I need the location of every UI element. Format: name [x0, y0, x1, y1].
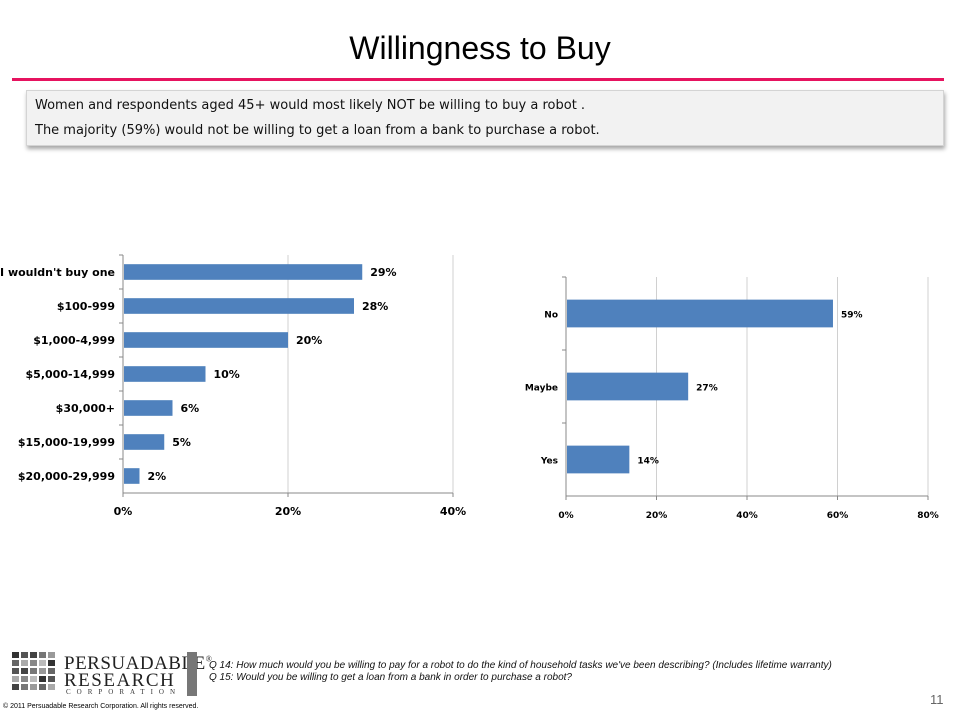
price-bar: [124, 298, 354, 314]
logo-square: [21, 668, 28, 674]
loan-x-tick-label: 80%: [917, 511, 939, 521]
loan-x-tick-label: 40%: [736, 511, 758, 521]
logo-square: [30, 652, 37, 658]
price-data-label: 6%: [181, 402, 200, 415]
logo-square: [21, 652, 28, 658]
logo-square: [39, 676, 46, 682]
logo-square: [30, 676, 37, 682]
price-data-label: 2%: [148, 470, 167, 483]
slide-title: Willingness to Buy: [349, 30, 611, 66]
logo-grid-icon: [12, 652, 55, 690]
logo-square: [39, 684, 46, 690]
price-category-label: $15,000-19,999: [18, 436, 115, 449]
price-data-label: 28%: [362, 300, 388, 313]
price-willingness-chart: 0% 20% 40% I wouldn't buy one 29% $100-999 28%…: [0, 254, 466, 518]
logo-square: [48, 684, 55, 690]
loan-bar: [567, 299, 833, 328]
finding-2: The majority (59%) would not be willing …: [35, 123, 600, 138]
loan-data-label: 59%: [841, 311, 863, 321]
company-logo: PERSUADABLE® RESEARCH CORPORATION: [12, 652, 212, 696]
price-bar: [124, 366, 206, 382]
loan-category-label: Maybe: [525, 384, 558, 394]
price-bar: [124, 400, 173, 416]
logo-square: [48, 660, 55, 666]
question-14: Q 14: How much would you be willing to p…: [209, 660, 832, 671]
loan-x-tick-label: 60%: [827, 511, 849, 521]
copyright-notice: © 2011 Persuadable Research Corporation.…: [3, 703, 199, 710]
loan-willingness-chart: 0% 20% 40% 60% 80% No 59% Maybe 27% Yes 14%: [525, 276, 939, 521]
logo-square: [12, 676, 19, 682]
price-data-label: 29%: [370, 266, 396, 279]
price-data-label: 10%: [214, 368, 240, 381]
price-category-label: I wouldn't buy one: [0, 266, 115, 279]
price-bar: [124, 264, 363, 280]
title-divider: [12, 78, 944, 81]
price-category-label: $100-999: [57, 300, 115, 313]
price-bar: [124, 468, 140, 484]
logo-square: [12, 684, 19, 690]
price-category-label: $1,000-4,999: [33, 334, 115, 347]
price-x-tick-label: 0%: [114, 505, 133, 518]
loan-category-label: Yes: [540, 457, 558, 467]
logo-square: [39, 660, 46, 666]
price-x-tick-label: 20%: [275, 505, 301, 518]
logo-square: [30, 660, 37, 666]
logo-square: [48, 652, 55, 658]
logo-square: [12, 652, 19, 658]
loan-bar: [567, 445, 630, 474]
logo-square: [39, 652, 46, 658]
logo-square: [48, 668, 55, 674]
price-category-label: $5,000-14,999: [26, 368, 115, 381]
price-data-label: 5%: [172, 436, 191, 449]
page-number: 11: [930, 692, 944, 707]
logo-wordmark-line1: PERSUADABLE: [64, 653, 206, 674]
key-findings-box: Women and respondents aged 45+ would mos…: [26, 90, 944, 146]
logo-square: [48, 676, 55, 682]
loan-category-label: No: [544, 311, 558, 321]
price-category-label: $30,000+: [56, 402, 115, 415]
logo-wordmark-line3: CORPORATION: [66, 688, 182, 696]
price-category-label: $20,000-29,999: [18, 470, 115, 483]
loan-x-tick-label: 20%: [646, 511, 668, 521]
loan-data-label: 27%: [696, 384, 718, 394]
footer-divider: [187, 652, 197, 696]
loan-data-label: 14%: [637, 457, 659, 467]
loan-x-tick-label: 0%: [558, 511, 573, 521]
price-bar: [124, 332, 288, 348]
survey-questions: Q 14: How much would you be willing to p…: [209, 660, 909, 684]
logo-square: [21, 660, 28, 666]
loan-bar: [567, 372, 689, 401]
logo-wordmark-line2: RESEARCH: [64, 670, 176, 691]
logo-registered-mark: ®: [205, 654, 213, 664]
price-bar: [124, 434, 165, 450]
logo-square: [21, 684, 28, 690]
logo-square: [39, 668, 46, 674]
logo-square: [21, 676, 28, 682]
question-15: Q 15: Would you be willing to get a loan…: [209, 672, 572, 683]
logo-square: [30, 684, 37, 690]
logo-square: [12, 660, 19, 666]
logo-square: [12, 668, 19, 674]
price-x-tick-label: 40%: [440, 505, 466, 518]
price-data-label: 20%: [296, 334, 322, 347]
logo-square: [30, 668, 37, 674]
finding-1: Women and respondents aged 45+ would mos…: [35, 98, 586, 113]
